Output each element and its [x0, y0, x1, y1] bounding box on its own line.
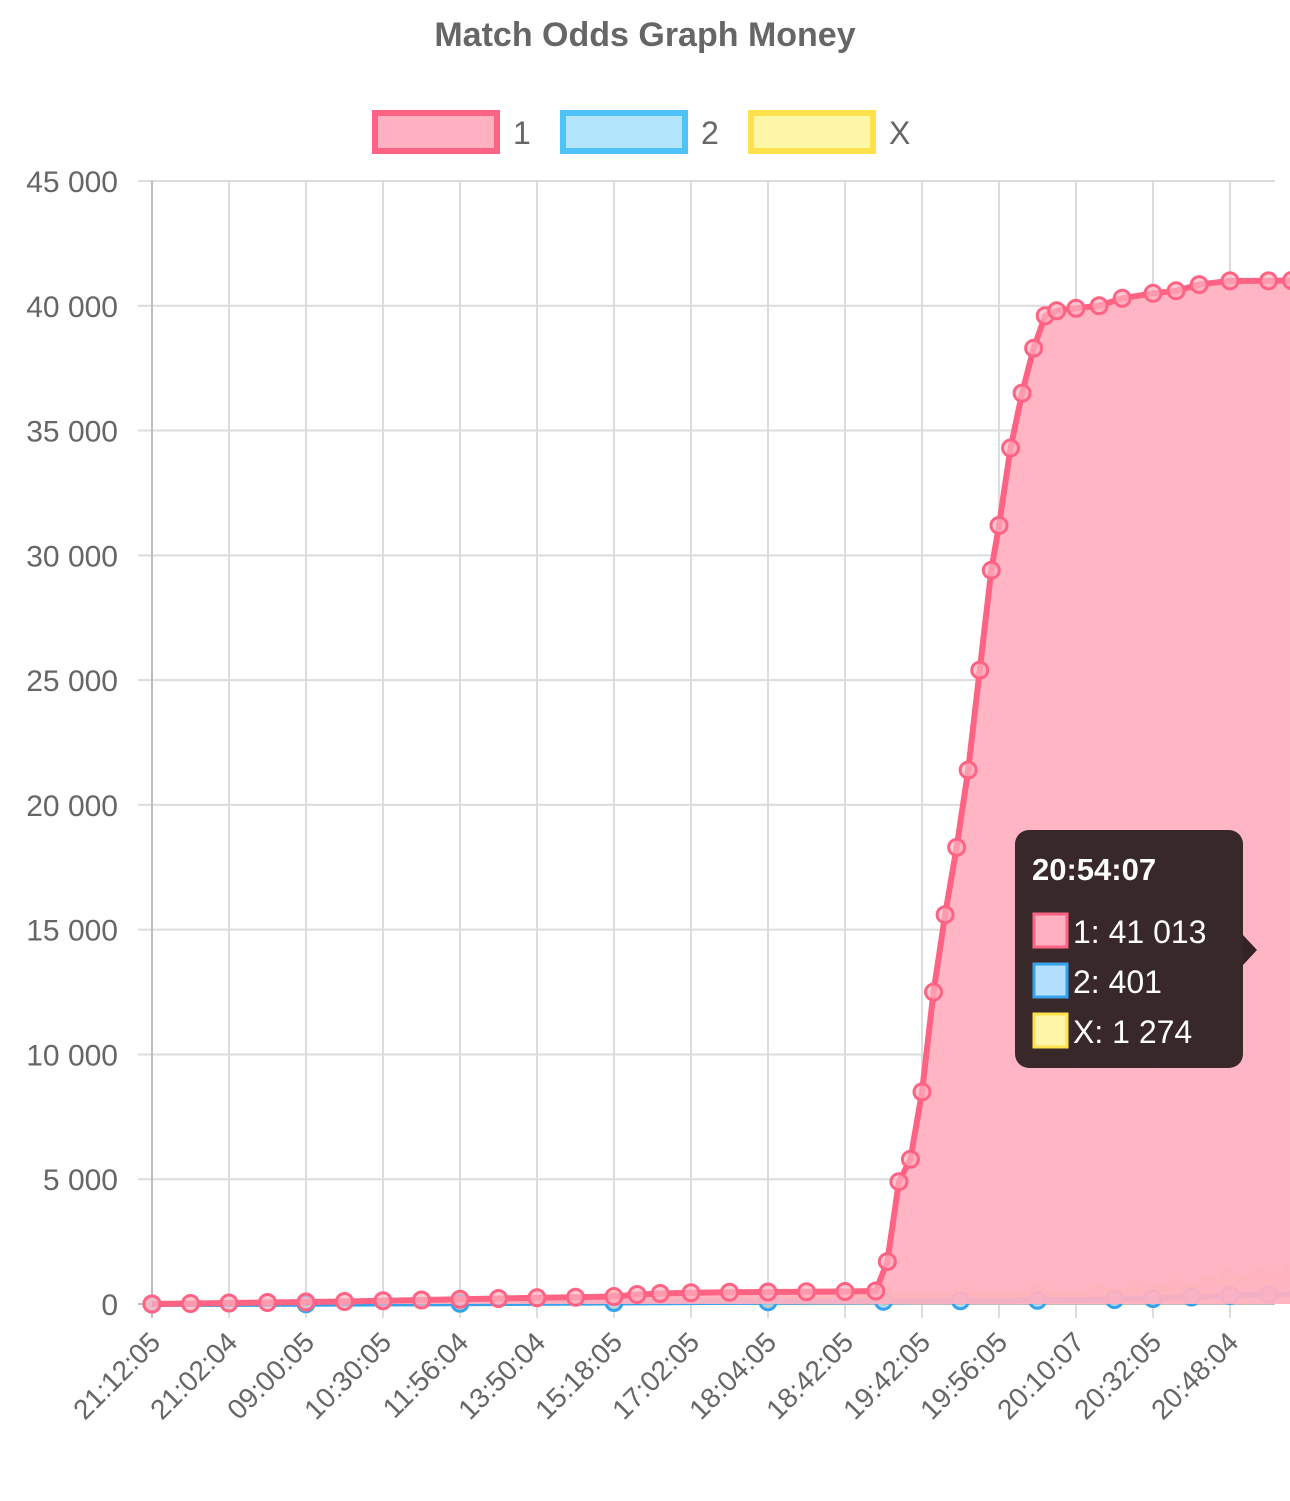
data-point[interactable] [900, 1149, 920, 1169]
data-point[interactable] [296, 1292, 316, 1312]
legend-swatch [372, 110, 500, 154]
data-point[interactable] [877, 1252, 897, 1272]
y-tick-label: 40 000 [26, 291, 118, 324]
data-point[interactable] [566, 1287, 585, 1307]
data-point[interactable] [1012, 383, 1032, 403]
data-point[interactable] [627, 1285, 647, 1305]
y-tick-label: 5 000 [43, 1164, 118, 1197]
y-tick-label: 10 000 [26, 1039, 118, 1072]
data-point[interactable] [1001, 438, 1021, 458]
data-point[interactable] [1047, 301, 1067, 321]
tooltip-item: 1: 41 013 [1073, 914, 1206, 950]
legend-label: 2 [701, 115, 719, 151]
tooltip-item: 2: 401 [1073, 964, 1162, 1000]
legend-item-X[interactable]: X [748, 110, 910, 154]
data-point[interactable] [335, 1292, 354, 1312]
data-point[interactable] [981, 560, 1001, 580]
tooltip-box [1015, 830, 1243, 1068]
data-point[interactable] [650, 1284, 670, 1304]
data-point[interactable] [527, 1288, 547, 1308]
data-point[interactable] [373, 1291, 393, 1311]
legend-swatch [560, 110, 688, 154]
tooltip-caret [1243, 935, 1257, 965]
tooltip-swatch [1032, 912, 1069, 949]
data-point[interactable] [1259, 271, 1278, 291]
y-tick-label: 25 000 [26, 665, 118, 698]
data-point[interactable] [1220, 271, 1240, 291]
data-point[interactable] [604, 1287, 624, 1307]
data-point[interactable] [924, 982, 944, 1002]
data-point[interactable] [958, 760, 978, 780]
y-tick-label: 15 000 [26, 915, 118, 948]
data-point[interactable] [758, 1282, 778, 1302]
data-point[interactable] [1189, 275, 1209, 295]
data-point[interactable] [935, 905, 955, 925]
data-point[interactable] [970, 660, 990, 680]
data-point[interactable] [219, 1293, 239, 1313]
legend: 1 2 X [372, 110, 910, 154]
x-axis-ticks: 21:12:0521:02:0409:00:0510:30:0511:56:04… [67, 1326, 1244, 1425]
data-point[interactable] [181, 1294, 200, 1314]
legend-label: 1 [513, 115, 531, 151]
data-point[interactable] [889, 1172, 909, 1192]
data-point[interactable] [681, 1283, 701, 1303]
y-tick-label: 35 000 [26, 416, 118, 449]
chart-title: Match Odds Graph Money [434, 16, 855, 54]
y-tick-label: 0 [101, 1289, 118, 1322]
y-tick-label: 20 000 [26, 790, 118, 823]
data-point[interactable] [947, 837, 967, 857]
legend-item-2[interactable]: 2 [560, 110, 719, 154]
data-point[interactable] [489, 1289, 508, 1309]
y-tick-label: 45 000 [26, 166, 118, 199]
tooltip-swatch [1032, 962, 1069, 999]
data-point[interactable] [1024, 338, 1044, 358]
tooltip-item: X: 1 274 [1073, 1014, 1192, 1050]
data-point[interactable] [1089, 296, 1109, 316]
legend-swatch [748, 110, 876, 154]
data-point[interactable] [1282, 271, 1290, 290]
legend-item-1[interactable]: 1 [372, 110, 531, 154]
series-1 [142, 271, 1290, 1314]
y-axis-ticks: 0 5 000 10 000 15 000 20 000 25 000 30 000 35 0… [26, 166, 118, 1322]
data-point[interactable] [797, 1282, 816, 1302]
tooltip-swatch [1032, 1012, 1069, 1049]
data-point[interactable] [412, 1290, 431, 1310]
data-point[interactable] [1066, 298, 1086, 318]
series-area [152, 280, 1290, 1304]
tooltip-title: 20:54:07 [1032, 852, 1156, 887]
series-layer [142, 271, 1290, 1314]
data-point[interactable] [912, 1082, 932, 1102]
data-point[interactable] [258, 1293, 277, 1313]
data-point[interactable] [866, 1281, 886, 1301]
tooltip: 20:54:07 1: 41 013 2: 401 X: 1 274 [1015, 830, 1257, 1068]
legend-label: X [889, 115, 910, 151]
data-point[interactable] [450, 1289, 470, 1309]
data-point[interactable] [1143, 283, 1163, 303]
y-tick-label: 30 000 [26, 540, 118, 573]
data-point[interactable] [720, 1282, 739, 1302]
data-point[interactable] [1166, 281, 1186, 301]
data-point[interactable] [1112, 288, 1132, 308]
data-point[interactable] [835, 1282, 855, 1302]
data-point[interactable] [989, 515, 1009, 535]
data-point[interactable] [142, 1294, 162, 1314]
